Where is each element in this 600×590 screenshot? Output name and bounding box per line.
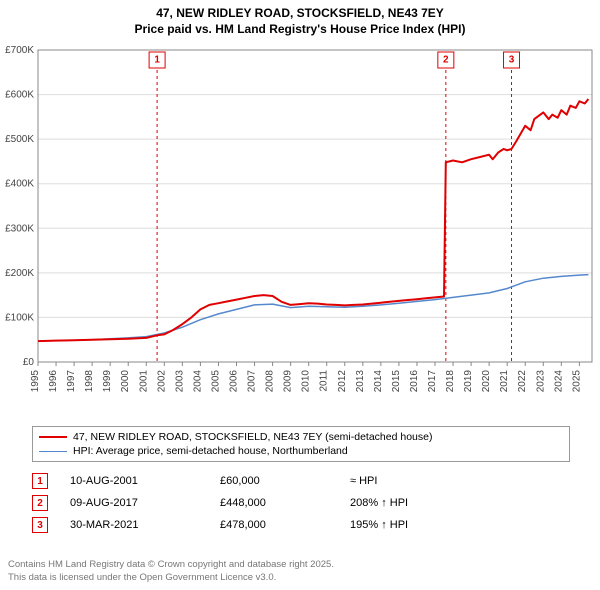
svg-text:1995: 1995 xyxy=(30,370,41,393)
svg-text:2012: 2012 xyxy=(337,370,348,393)
svg-text:£500K: £500K xyxy=(5,134,34,145)
title-block: 47, NEW RIDLEY ROAD, STOCKSFIELD, NE43 7… xyxy=(0,0,600,37)
sale-price: £60,000 xyxy=(220,475,350,487)
svg-text:2022: 2022 xyxy=(517,370,528,393)
sale-date: 30-MAR-2021 xyxy=(70,519,220,531)
legend-item: HPI: Average price, semi-detached house,… xyxy=(39,444,563,458)
title-line-1: 47, NEW RIDLEY ROAD, STOCKSFIELD, NE43 7… xyxy=(0,6,600,22)
svg-text:2017: 2017 xyxy=(427,370,438,393)
svg-text:2013: 2013 xyxy=(355,370,366,393)
footer-line-2: This data is licensed under the Open Gov… xyxy=(8,572,334,584)
svg-text:2016: 2016 xyxy=(409,370,420,393)
svg-text:1996: 1996 xyxy=(48,370,59,393)
svg-text:2014: 2014 xyxy=(373,370,384,393)
sale-price: £448,000 xyxy=(220,497,350,509)
svg-text:2009: 2009 xyxy=(283,370,294,393)
svg-text:2005: 2005 xyxy=(210,370,221,393)
svg-text:2019: 2019 xyxy=(463,370,474,393)
sale-date: 09-AUG-2017 xyxy=(70,497,220,509)
svg-text:2020: 2020 xyxy=(481,370,492,393)
svg-text:2007: 2007 xyxy=(247,370,258,393)
svg-text:2008: 2008 xyxy=(265,370,276,393)
legend-swatch xyxy=(39,451,67,452)
sale-row: 2 09-AUG-2017£448,000208% ↑ HPI xyxy=(32,492,570,514)
svg-text:2021: 2021 xyxy=(499,370,510,393)
svg-text:2023: 2023 xyxy=(535,370,546,393)
sale-row: 1 10-AUG-2001£60,000≈ HPI xyxy=(32,470,570,492)
svg-text:£300K: £300K xyxy=(5,223,34,234)
sale-badge: 3 xyxy=(32,517,48,533)
svg-text:2004: 2004 xyxy=(192,370,203,393)
svg-text:2000: 2000 xyxy=(120,370,131,393)
sale-date: 10-AUG-2001 xyxy=(70,475,220,487)
svg-text:2: 2 xyxy=(443,55,449,66)
sale-badge: 1 xyxy=(32,473,48,489)
sale-hpi-delta: 208% ↑ HPI xyxy=(350,497,570,509)
sale-hpi-delta: ≈ HPI xyxy=(350,475,570,487)
sale-row: 3 30-MAR-2021£478,000195% ↑ HPI xyxy=(32,514,570,536)
legend-swatch xyxy=(39,436,67,438)
svg-text:2010: 2010 xyxy=(301,370,312,393)
svg-text:3: 3 xyxy=(509,55,515,66)
svg-text:2006: 2006 xyxy=(229,370,240,393)
footer-attribution: Contains HM Land Registry data © Crown c… xyxy=(8,559,334,584)
footer-line-1: Contains HM Land Registry data © Crown c… xyxy=(8,559,334,571)
svg-text:2001: 2001 xyxy=(138,370,149,393)
legend-label: HPI: Average price, semi-detached house,… xyxy=(73,445,348,457)
svg-text:£400K: £400K xyxy=(5,179,34,190)
sale-badge: 2 xyxy=(32,495,48,511)
svg-text:£600K: £600K xyxy=(5,90,34,101)
legend-label: 47, NEW RIDLEY ROAD, STOCKSFIELD, NE43 7… xyxy=(73,431,432,443)
svg-text:2024: 2024 xyxy=(553,370,564,393)
sales-table: 1 10-AUG-2001£60,000≈ HPI 2 09-AUG-2017£448… xyxy=(32,470,570,536)
svg-text:1997: 1997 xyxy=(66,370,77,393)
svg-text:1998: 1998 xyxy=(84,370,95,393)
svg-text:2002: 2002 xyxy=(156,370,167,393)
chart-container: 47, NEW RIDLEY ROAD, STOCKSFIELD, NE43 7… xyxy=(0,0,600,590)
svg-text:2011: 2011 xyxy=(319,370,330,392)
chart-svg: £0 £100K £200K £300K £400K £500K £600K £700K 199… xyxy=(0,42,600,422)
svg-text:£100K: £100K xyxy=(5,312,34,323)
svg-text:£0: £0 xyxy=(23,357,35,368)
svg-text:2018: 2018 xyxy=(445,370,456,393)
legend-item: 47, NEW RIDLEY ROAD, STOCKSFIELD, NE43 7… xyxy=(39,430,563,444)
sale-hpi-delta: 195% ↑ HPI xyxy=(350,519,570,531)
svg-text:£200K: £200K xyxy=(5,268,34,279)
svg-text:1999: 1999 xyxy=(102,370,113,393)
svg-text:£700K: £700K xyxy=(5,45,34,56)
svg-text:2015: 2015 xyxy=(391,370,402,393)
chart-area: £0 £100K £200K £300K £400K £500K £600K £700K 199… xyxy=(0,42,600,422)
svg-text:1: 1 xyxy=(154,55,160,66)
svg-text:2003: 2003 xyxy=(174,370,185,393)
svg-text:2025: 2025 xyxy=(571,370,582,393)
sale-price: £478,000 xyxy=(220,519,350,531)
legend-box: 47, NEW RIDLEY ROAD, STOCKSFIELD, NE43 7… xyxy=(32,426,570,462)
title-line-2: Price paid vs. HM Land Registry's House … xyxy=(0,22,600,38)
